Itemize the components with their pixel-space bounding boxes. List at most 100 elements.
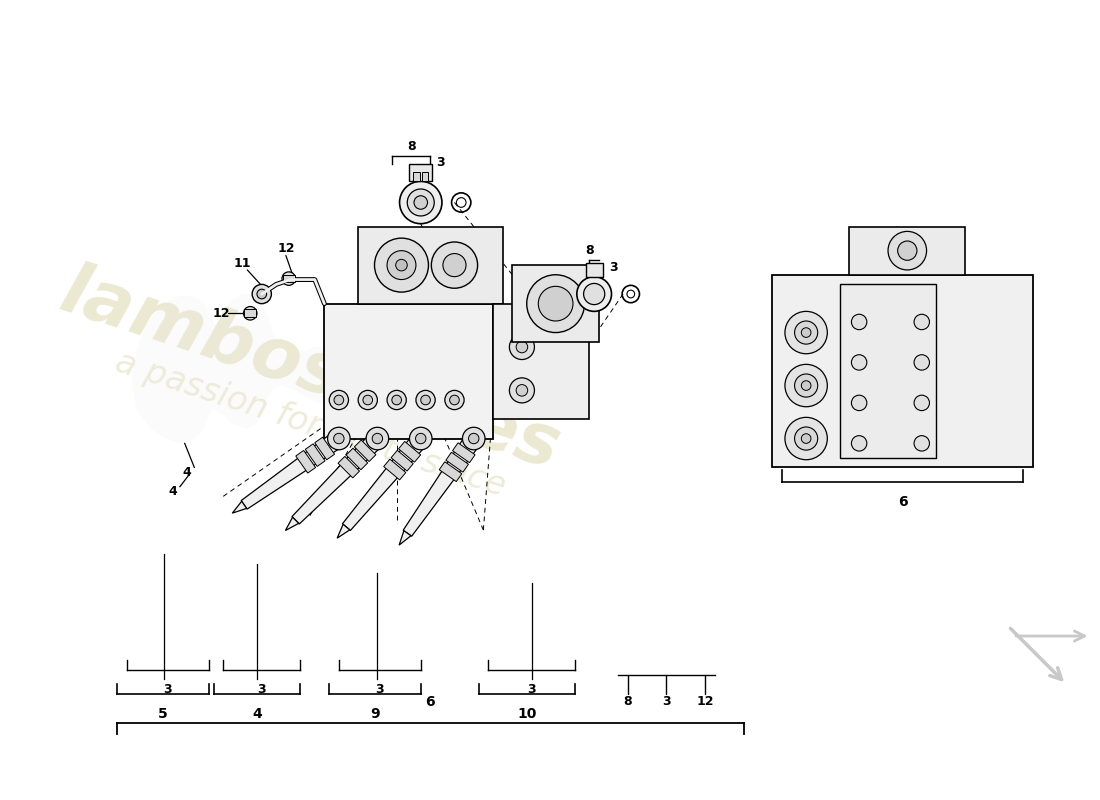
Polygon shape — [241, 431, 344, 509]
Circle shape — [794, 374, 817, 397]
Circle shape — [372, 434, 383, 444]
Circle shape — [794, 321, 817, 344]
Text: 3: 3 — [257, 683, 266, 696]
Circle shape — [363, 395, 373, 405]
Circle shape — [851, 395, 867, 410]
Circle shape — [914, 395, 929, 410]
Polygon shape — [296, 450, 316, 473]
Circle shape — [399, 182, 442, 224]
Circle shape — [462, 427, 485, 450]
Circle shape — [248, 310, 253, 316]
Polygon shape — [439, 462, 462, 482]
Circle shape — [443, 254, 466, 277]
Circle shape — [801, 381, 811, 390]
Text: 8: 8 — [624, 695, 632, 708]
Circle shape — [898, 241, 917, 260]
Text: 9: 9 — [371, 707, 380, 722]
Circle shape — [387, 250, 416, 279]
Bar — [493, 304, 590, 419]
Circle shape — [888, 231, 926, 270]
Circle shape — [407, 189, 434, 216]
Circle shape — [334, 395, 343, 405]
Text: 3: 3 — [164, 683, 173, 696]
Bar — [585, 263, 603, 277]
Polygon shape — [232, 502, 246, 513]
Text: 4: 4 — [252, 707, 262, 722]
Circle shape — [286, 276, 292, 282]
Circle shape — [396, 259, 407, 271]
Polygon shape — [337, 524, 350, 538]
Circle shape — [366, 427, 388, 450]
Polygon shape — [132, 294, 353, 443]
Polygon shape — [384, 459, 406, 480]
Circle shape — [328, 427, 350, 450]
Circle shape — [282, 272, 296, 286]
Bar — [849, 226, 965, 274]
Polygon shape — [398, 442, 420, 462]
Circle shape — [416, 434, 426, 444]
Bar — [409, 164, 432, 182]
Polygon shape — [404, 434, 481, 536]
Circle shape — [509, 334, 535, 359]
Polygon shape — [346, 448, 367, 470]
Circle shape — [785, 311, 827, 354]
Text: a passion for parts since: a passion for parts since — [111, 346, 509, 503]
Circle shape — [333, 434, 344, 444]
Circle shape — [851, 354, 867, 370]
Polygon shape — [392, 450, 414, 471]
Circle shape — [794, 427, 817, 450]
Text: 6: 6 — [426, 695, 436, 710]
Text: lambospares: lambospares — [52, 258, 569, 485]
Circle shape — [509, 378, 535, 403]
Polygon shape — [452, 443, 475, 462]
Text: 10: 10 — [517, 707, 537, 722]
Polygon shape — [354, 440, 376, 462]
Text: 6: 6 — [898, 495, 907, 510]
Circle shape — [516, 342, 528, 353]
Text: 12: 12 — [277, 242, 295, 255]
Text: 3: 3 — [375, 683, 384, 696]
Text: 3: 3 — [527, 683, 536, 696]
Text: 11: 11 — [234, 257, 251, 270]
Circle shape — [414, 196, 428, 210]
Circle shape — [516, 385, 528, 396]
Circle shape — [584, 283, 605, 305]
Polygon shape — [292, 433, 384, 524]
Polygon shape — [306, 444, 326, 466]
Text: 4: 4 — [168, 485, 177, 498]
Text: 8: 8 — [585, 244, 594, 257]
Polygon shape — [446, 452, 469, 472]
Circle shape — [257, 290, 266, 299]
Text: 8: 8 — [407, 140, 416, 153]
Circle shape — [409, 427, 432, 450]
Bar — [412, 172, 420, 182]
Circle shape — [359, 390, 377, 410]
Circle shape — [431, 242, 477, 288]
Circle shape — [444, 390, 464, 410]
Polygon shape — [285, 518, 299, 530]
Bar — [359, 226, 503, 304]
Bar — [324, 304, 493, 438]
Circle shape — [243, 306, 257, 320]
Text: 5: 5 — [158, 707, 168, 722]
Circle shape — [374, 238, 429, 292]
Bar — [772, 274, 1033, 467]
Bar — [513, 265, 600, 342]
Circle shape — [469, 434, 478, 444]
Circle shape — [416, 390, 436, 410]
Text: 12: 12 — [212, 306, 230, 320]
Circle shape — [576, 277, 612, 311]
Text: 3: 3 — [609, 261, 618, 274]
Circle shape — [387, 390, 406, 410]
Circle shape — [914, 436, 929, 451]
Polygon shape — [399, 530, 411, 545]
Circle shape — [801, 434, 811, 443]
Text: 12: 12 — [696, 695, 714, 708]
Text: 4: 4 — [183, 466, 191, 478]
Circle shape — [421, 395, 430, 405]
Circle shape — [914, 354, 929, 370]
Circle shape — [252, 284, 272, 304]
Circle shape — [450, 395, 460, 405]
Circle shape — [914, 314, 929, 330]
Polygon shape — [338, 456, 360, 478]
